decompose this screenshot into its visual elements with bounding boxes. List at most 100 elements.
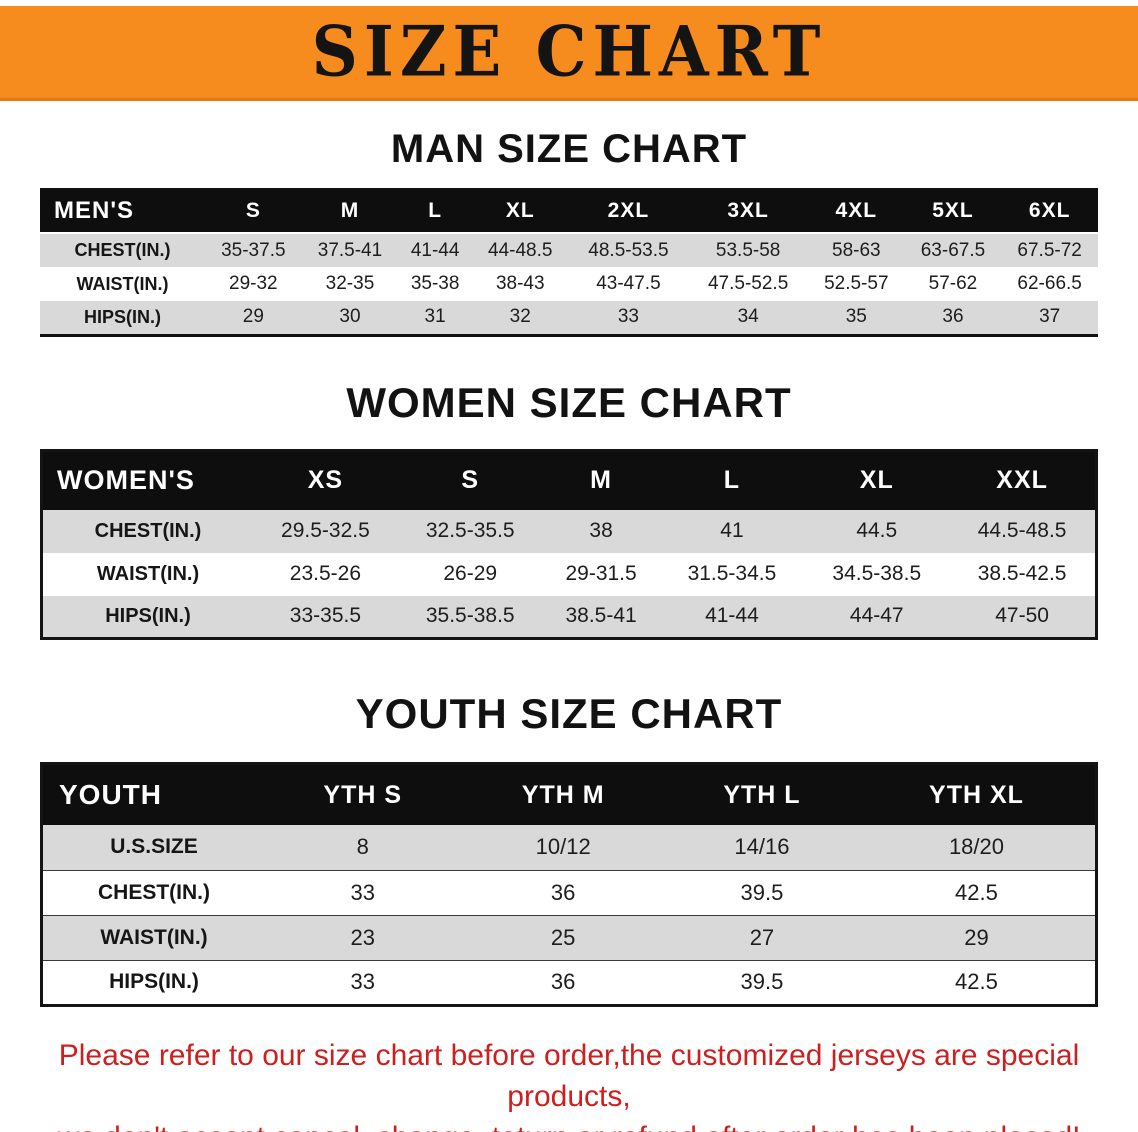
size-value-cell: 38 bbox=[589, 519, 613, 542]
row-label-cell: WAIST(IN.) bbox=[100, 925, 208, 949]
size-value-cell: 39.5 bbox=[740, 879, 784, 905]
size-header-cell: 5XL bbox=[904, 189, 1002, 234]
size-header-cell: XL bbox=[804, 450, 950, 510]
size-value-cell: 23.5-26 bbox=[289, 562, 362, 585]
size-header-cell: XS bbox=[253, 450, 398, 510]
size-value-cell: 29.5-32.5 bbox=[281, 519, 370, 542]
size-value-cell: 18/20 bbox=[948, 834, 1004, 860]
size-header-cell: S bbox=[205, 189, 302, 234]
size-value-cell: 41-44 bbox=[410, 239, 460, 261]
size-header-cell: M bbox=[542, 450, 660, 510]
size-header-cell: 4XL bbox=[807, 189, 905, 234]
size-value-cell: 38-43 bbox=[495, 273, 545, 294]
size-value-cell: 57-62 bbox=[928, 273, 978, 294]
size-value-cell: 32 bbox=[509, 306, 531, 328]
size-value-cell: 29 bbox=[964, 924, 989, 950]
size-value-cell: 32.5-35.5 bbox=[425, 519, 515, 542]
size-value-cell: 48.5-53.5 bbox=[588, 239, 669, 261]
size-value-cell: 33-35.5 bbox=[289, 604, 362, 628]
table-title-cell: WOMEN'S bbox=[41, 450, 253, 510]
header-row: YOUTH YTH S YTH M YTH L YTH XL bbox=[41, 763, 1097, 825]
size-value-cell: 42.5 bbox=[955, 969, 998, 994]
size-value-cell: 27 bbox=[749, 924, 775, 950]
size-value-cell: 41-44 bbox=[705, 604, 759, 628]
size-value-cell: 14/16 bbox=[734, 834, 790, 860]
size-value-cell: 44-48.5 bbox=[488, 239, 553, 261]
row-label-cell: WAIST(IN.) bbox=[76, 273, 169, 294]
size-value-cell: 35 bbox=[845, 306, 867, 328]
measurement-row: CHEST(IN.) 35-37.5 37.5-41 41-44 44-48.5 48.5… bbox=[40, 233, 1098, 267]
row-label-cell: CHEST(IN.) bbox=[74, 240, 171, 260]
size-value-cell: 29-32 bbox=[229, 273, 278, 294]
size-value-cell: 32-35 bbox=[325, 273, 375, 294]
size-value-cell: 44.5 bbox=[856, 519, 898, 542]
disclaimer-line-1: Please refer to our size chart before or… bbox=[58, 1038, 1080, 1113]
size-header-cell: YTH L bbox=[665, 763, 858, 825]
row-label-cell: HIPS(IN.) bbox=[109, 970, 199, 993]
size-value-cell: 30 bbox=[339, 306, 361, 328]
size-value-cell: 44-47 bbox=[849, 604, 904, 628]
size-value-cell: 31 bbox=[424, 306, 446, 328]
header-row: MEN'S S M L XL 2XL 3XL 4XL 5XL 6XL bbox=[40, 189, 1098, 234]
size-header-cell: XL bbox=[471, 189, 569, 234]
size-value-cell: 37.5-41 bbox=[317, 239, 383, 261]
row-label-cell: CHEST(IN.) bbox=[94, 519, 202, 542]
size-value-cell: 10/12 bbox=[535, 834, 591, 860]
size-value-cell: 23 bbox=[350, 924, 375, 950]
size-value-cell: 67.5-72 bbox=[1017, 239, 1082, 261]
youth-section-heading: YOUTH SIZE CHART bbox=[355, 690, 783, 737]
size-value-cell: 36 bbox=[942, 306, 964, 328]
size-value-cell: 41 bbox=[720, 519, 744, 542]
size-header-cell: YTH S bbox=[265, 763, 461, 825]
size-value-cell: 35.5-38.5 bbox=[425, 604, 515, 628]
measurement-row: WAIST(IN.) 29-32 32-35 35-38 38-43 43-47.5 47.… bbox=[40, 267, 1098, 301]
size-value-cell: 38.5-41 bbox=[565, 604, 637, 628]
size-header-cell: S bbox=[397, 450, 543, 510]
size-value-cell: 63-67.5 bbox=[920, 239, 986, 261]
measurement-row: CHEST(IN.) 29.5-32.5 32.5-35.5 38 41 44.5 44.5… bbox=[41, 509, 1097, 553]
size-value-cell: 8 bbox=[356, 834, 369, 860]
measurement-row: HIPS(IN.) 33 36 39.5 42.5 bbox=[41, 960, 1097, 1005]
measurement-row: HIPS(IN.) 29 30 31 32 33 34 35 36 37 bbox=[40, 301, 1098, 335]
size-header-cell: 3XL bbox=[688, 189, 808, 234]
measurement-row: U.S.SIZE 8 10/12 14/16 18/20 bbox=[41, 825, 1097, 870]
banner: SIZE CHART bbox=[0, 6, 1138, 101]
size-header-cell: M bbox=[301, 189, 399, 234]
men-size-table: MEN'S S M L XL 2XL 3XL 4XL 5XL 6XL CHEST(IN.) 35-37… bbox=[40, 188, 1098, 337]
women-size-table: WOMEN'S XS S M L XL XXL CHEST(IN.) 29.5-32.5 32.5… bbox=[40, 448, 1098, 640]
size-header-cell: YTH M bbox=[460, 763, 666, 825]
youth-size-table: YOUTH YTH S YTH M YTH L YTH XL U.S.SIZE 8 10/12… bbox=[40, 762, 1098, 1007]
measurement-row: CHEST(IN.) 33 36 39.5 42.5 bbox=[41, 870, 1097, 915]
size-value-cell: 58-63 bbox=[832, 239, 881, 261]
size-value-cell: 36 bbox=[550, 969, 576, 994]
size-value-cell: 37 bbox=[1039, 306, 1061, 328]
row-label-cell: HIPS(IN.) bbox=[105, 604, 191, 627]
size-value-cell: 29-31.5 bbox=[565, 562, 637, 585]
size-header-cell: L bbox=[398, 189, 472, 234]
measurement-row: WAIST(IN.) 23 25 27 29 bbox=[41, 915, 1097, 960]
row-label-cell: CHEST(IN.) bbox=[98, 880, 210, 904]
row-label-cell: HIPS(IN.) bbox=[83, 306, 161, 327]
measurement-row: HIPS(IN.) 33-35.5 35.5-38.5 38.5-41 41-44 44-… bbox=[41, 595, 1097, 639]
page-title: SIZE CHART bbox=[311, 11, 827, 93]
size-header-cell: 2XL bbox=[568, 189, 689, 234]
size-value-cell: 42.5 bbox=[955, 879, 998, 905]
size-value-cell: 33 bbox=[350, 879, 375, 905]
size-value-cell: 43-47.5 bbox=[596, 273, 661, 294]
size-value-cell: 52.5-57 bbox=[824, 273, 889, 294]
size-value-cell: 39.5 bbox=[740, 969, 784, 994]
measurement-row: WAIST(IN.) 23.5-26 26-29 29-31.5 31.5-34.5 34… bbox=[41, 552, 1097, 596]
row-label-cell: WAIST(IN.) bbox=[96, 562, 200, 585]
size-value-cell: 33 bbox=[617, 306, 639, 328]
size-value-cell: 62-66.5 bbox=[1017, 273, 1082, 294]
size-value-cell: 34.5-38.5 bbox=[832, 562, 922, 585]
row-label-cell: U.S.SIZE bbox=[110, 835, 198, 859]
disclaimer-line-2: we don't accept cancel, change, teturn o… bbox=[0, 1117, 1138, 1132]
size-value-cell: 36 bbox=[550, 879, 576, 905]
size-value-cell: 47-50 bbox=[995, 604, 1049, 628]
size-header-cell: YTH XL bbox=[857, 763, 1097, 825]
size-header-cell: XXL bbox=[949, 450, 1097, 510]
women-section-heading: WOMEN SIZE CHART bbox=[346, 378, 792, 426]
size-value-cell: 34 bbox=[737, 306, 759, 328]
